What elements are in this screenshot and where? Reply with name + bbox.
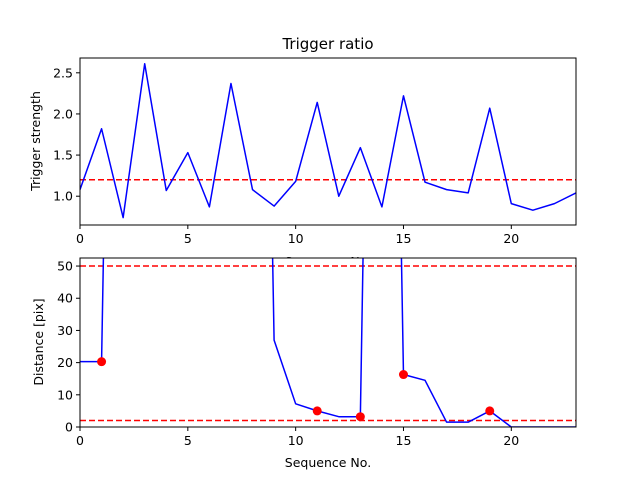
bottom-marker-point-4 [485,406,495,416]
bottom-y-axis-label: Distance [pix] [31,298,46,385]
top-x-tick-label-1: 5 [184,231,192,246]
top-series-line-0 [80,63,576,219]
bottom-x-tick-label-0: 0 [76,433,84,448]
bottom-y-tick-label-2: 20 [57,355,73,370]
bottom-threshold-lines [80,265,576,422]
top-x-tick-label-4: 20 [503,231,519,246]
bottom-y-tick-label-4: 40 [57,291,73,306]
bottom-marker-point-2 [355,412,365,422]
top-axes-frame [79,57,577,226]
top-y-tick-label-1: 1.5 [53,148,73,163]
top-y-tick-label-3: 2.5 [53,65,73,80]
top-x-tick-label-0: 0 [76,231,84,246]
bottom-y-ticks: 0 10 20 30 40 50 [57,259,80,435]
bottom-x-tick-label-2: 10 [288,433,304,448]
top-x-tick-label-3: 15 [396,231,412,246]
bottom-y-tick-label-0: 0 [65,420,73,435]
top-y-axis-label: Trigger strength [28,91,43,192]
top-y-tick-label-0: 1.0 [53,189,73,204]
bottom-y-tick-label-1: 10 [57,387,73,402]
bottom-x-tick-label-4: 20 [503,433,519,448]
top-y-ticks: 1.0 1.5 2.0 2.5 [53,65,80,204]
bottom-x-tick-label-3: 15 [396,433,412,448]
bottom-subplot: 0 5 10 15 20 0 10 20 30 40 50 Sequence No. Distan… [31,257,577,470]
top-x-ticks: 0 5 10 15 20 [76,225,519,246]
bottom-markers-group [97,357,495,422]
top-x-tick-label-2: 10 [288,231,304,246]
bottom-y-tick-label-5: 50 [57,259,73,274]
bottom-axes-frame [79,257,577,428]
top-series-group [80,63,576,219]
bottom-marker-point-3 [398,370,408,380]
top-y-tick-label-2: 2.0 [53,106,73,121]
bottom-y-tick-label-3: 30 [57,323,73,338]
bottom-axes-background [80,258,576,427]
bottom-marker-point-0 [97,357,107,367]
top-chart-title: Trigger ratio [281,35,373,53]
bottom-marker-point-1 [312,406,322,416]
bottom-x-tick-label-1: 5 [184,433,192,448]
bottom-x-axis-label: Sequence No. [285,455,371,470]
bottom-x-ticks: 0 5 10 15 20 [76,427,519,448]
